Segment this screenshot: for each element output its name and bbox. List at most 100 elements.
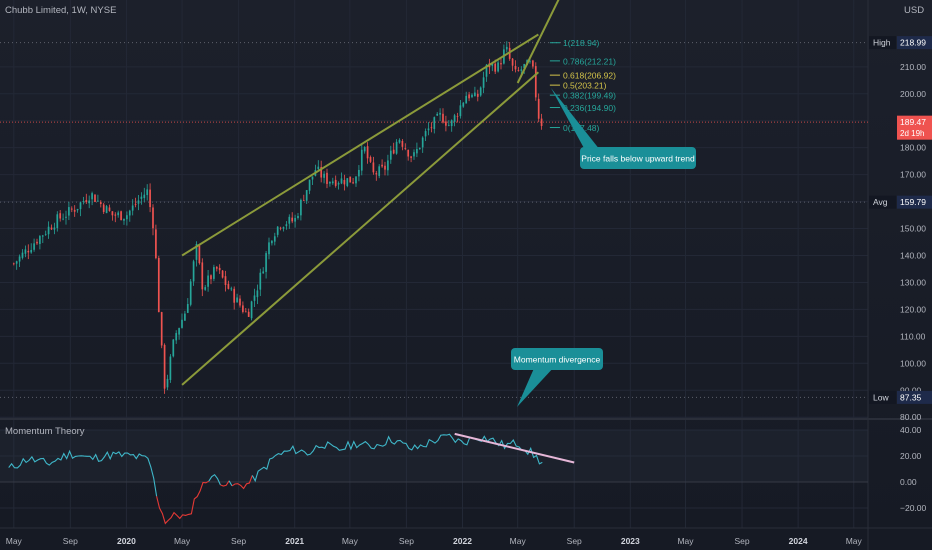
candle-body bbox=[418, 147, 421, 150]
price-tick-label: 180.00 bbox=[900, 143, 926, 153]
candle-body bbox=[259, 272, 262, 290]
time-tick-label: Sep bbox=[734, 536, 749, 546]
candle-body bbox=[79, 202, 82, 210]
candle-body bbox=[108, 207, 111, 211]
candle-body bbox=[346, 178, 349, 186]
candle-body bbox=[540, 118, 543, 126]
candle-body bbox=[424, 131, 427, 137]
candle-body bbox=[462, 102, 465, 107]
candle-body bbox=[366, 146, 369, 159]
price-badge-tag: Avg bbox=[873, 197, 888, 207]
price-tick-label: 120.00 bbox=[900, 304, 926, 314]
candle-body bbox=[532, 60, 534, 67]
divergence-callout-pointer bbox=[517, 366, 555, 407]
indicator-title[interactable]: Momentum Theory bbox=[5, 426, 85, 437]
candle-body bbox=[18, 256, 21, 262]
candle-body bbox=[213, 267, 215, 279]
trend-break-callout-text: Price falls below upward trend bbox=[581, 154, 695, 164]
time-tick-label: Sep bbox=[399, 536, 414, 546]
candle-body bbox=[163, 344, 166, 389]
candle-body bbox=[82, 201, 85, 202]
candle-body bbox=[143, 194, 146, 199]
candle-body bbox=[369, 157, 372, 162]
price-badge-tag-bg bbox=[869, 195, 896, 209]
fib-level-label: 0.236(194.90) bbox=[563, 103, 616, 113]
candle-body bbox=[413, 152, 415, 157]
candle-body bbox=[186, 304, 189, 313]
candle-body bbox=[39, 236, 41, 244]
candle-body bbox=[352, 182, 354, 184]
candle-body bbox=[15, 261, 18, 264]
candle-body bbox=[355, 176, 357, 184]
time-tick-label: 2021 bbox=[285, 536, 304, 546]
candle-body bbox=[198, 244, 201, 264]
candle-body bbox=[349, 176, 352, 183]
candle-body bbox=[392, 149, 395, 154]
candle-body bbox=[442, 113, 444, 123]
momentum-line bbox=[156, 480, 210, 525]
candle-body bbox=[41, 235, 44, 237]
candle-body bbox=[195, 243, 198, 260]
time-tick-label: May bbox=[510, 536, 527, 546]
candle-body bbox=[239, 298, 241, 306]
candle-body bbox=[311, 176, 314, 180]
candle-body bbox=[407, 150, 410, 157]
channel-upper-line bbox=[181, 33, 539, 257]
candle-body bbox=[56, 214, 59, 229]
price-tick-label: 110.00 bbox=[900, 331, 926, 341]
candle-body bbox=[99, 202, 102, 205]
candle-body bbox=[456, 115, 459, 117]
candle-body bbox=[537, 98, 540, 119]
candle-body bbox=[320, 167, 323, 178]
momentum-line bbox=[8, 449, 158, 497]
time-tick-label: May bbox=[677, 536, 694, 546]
candle-body bbox=[224, 276, 227, 285]
price-badge-bg bbox=[897, 115, 932, 140]
candle-body bbox=[44, 233, 47, 235]
candle-body bbox=[65, 216, 67, 218]
candle-body bbox=[276, 226, 279, 235]
channel-extension-line bbox=[516, 0, 560, 84]
candle-body bbox=[410, 156, 412, 158]
candle-body bbox=[427, 128, 430, 131]
candle-body bbox=[21, 252, 24, 258]
candle-body bbox=[105, 206, 108, 214]
candle-body bbox=[134, 203, 137, 205]
candle-body bbox=[140, 196, 143, 199]
price-tick-label: 130.00 bbox=[900, 277, 926, 287]
candle-body bbox=[53, 227, 56, 230]
price-tick-label: 200.00 bbox=[900, 89, 926, 99]
candle-body bbox=[227, 283, 230, 289]
candle-body bbox=[152, 207, 154, 229]
candle-body bbox=[169, 356, 172, 380]
candle-body bbox=[479, 87, 482, 96]
time-tick-label: 2023 bbox=[621, 536, 640, 546]
candle-body bbox=[85, 200, 88, 203]
fib-level-label: 1(218.94) bbox=[563, 38, 600, 48]
price-badge-tag: Low bbox=[873, 392, 889, 402]
trend-break-callout-box bbox=[580, 147, 696, 169]
candle-body bbox=[215, 266, 218, 269]
candle-body bbox=[131, 205, 134, 211]
candle-body bbox=[47, 226, 50, 235]
candle-body bbox=[166, 378, 169, 388]
candle-body bbox=[102, 204, 105, 212]
candle-body bbox=[305, 190, 308, 201]
candle-body bbox=[36, 241, 38, 244]
trend-break-callout-pointer bbox=[551, 88, 600, 150]
candle-body bbox=[265, 253, 267, 272]
candle-body bbox=[323, 173, 325, 178]
candle-body bbox=[285, 224, 288, 227]
momentum-tick-label: 0.00 bbox=[900, 477, 917, 487]
fib-level-label: 0.786(212.21) bbox=[563, 56, 616, 66]
candle-body bbox=[244, 311, 247, 313]
time-tick-label: 2024 bbox=[789, 536, 808, 546]
price-tick-label: 140.00 bbox=[900, 250, 926, 260]
candle-body bbox=[233, 288, 236, 303]
momentum-tick-label: 20.00 bbox=[900, 451, 922, 461]
candle-body bbox=[256, 290, 259, 298]
time-tick-label: Sep bbox=[63, 536, 78, 546]
fib-level-label: 0.382(199.49) bbox=[563, 91, 616, 101]
